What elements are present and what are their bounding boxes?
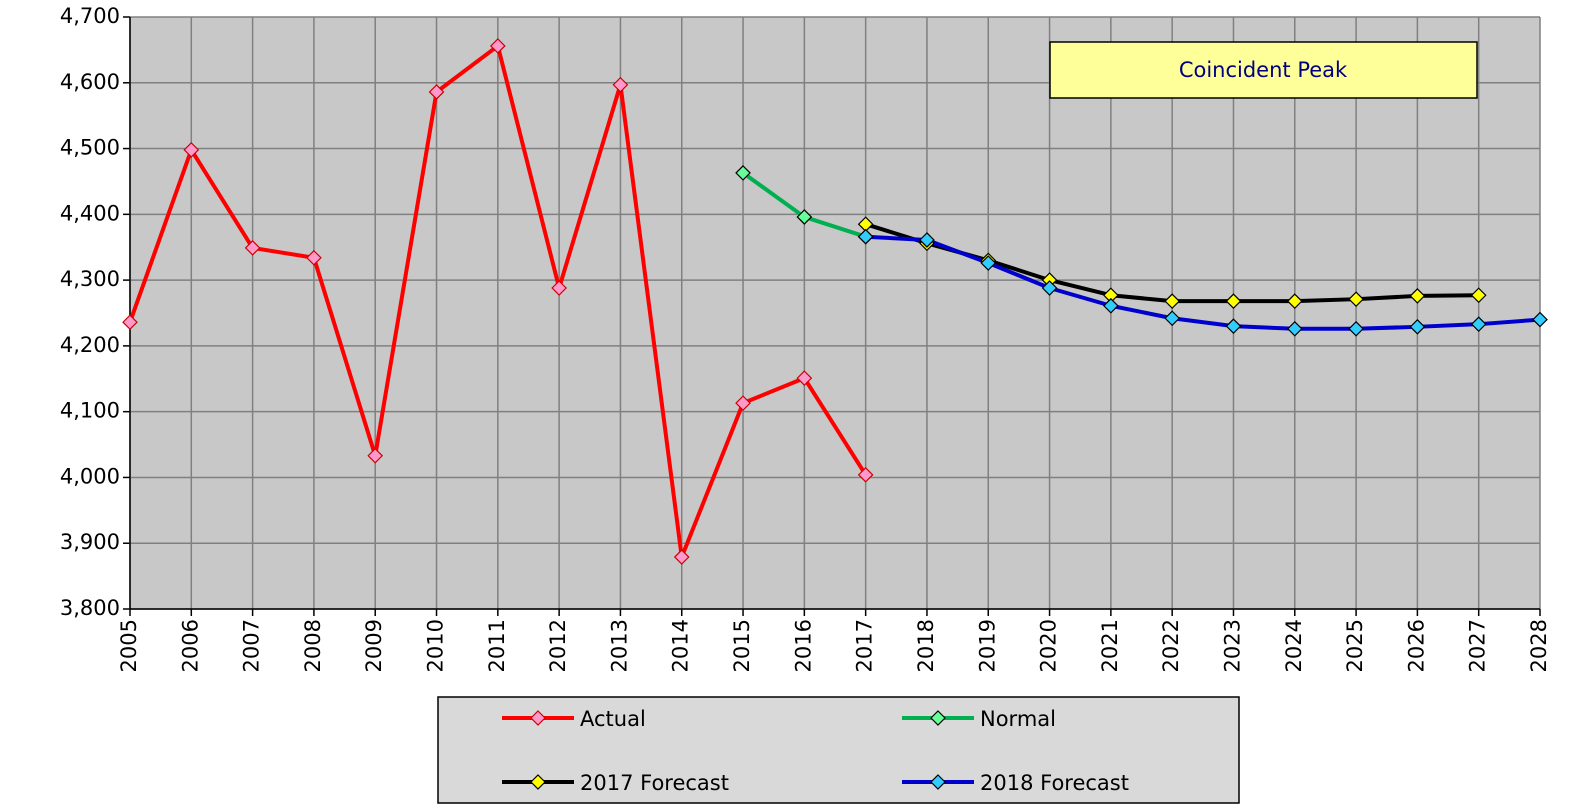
point-marker	[551, 280, 567, 296]
x-tick-label: 2021	[1098, 619, 1122, 672]
y-tick-label: 4,500	[60, 136, 120, 160]
x-tick-label: 2022	[1159, 619, 1183, 672]
point-marker	[857, 466, 874, 483]
series-layer	[122, 38, 1548, 565]
plot-area	[130, 17, 1540, 609]
x-tick-label: 2019	[975, 619, 999, 672]
x-tick-label: 2014	[669, 619, 693, 672]
x-tick-label: 2007	[240, 619, 264, 672]
legend: Actual Normal 2017 Forecast 2018 Forecast	[502, 707, 1129, 795]
x-tick-label: 2016	[791, 619, 815, 672]
x-tick-label: 2026	[1404, 619, 1428, 672]
grid: 3,800 3,900 4,000 4,100 4,200 4,300 4,400 4,500…	[60, 4, 1551, 672]
point-marker	[489, 38, 506, 54]
legend-label: Actual	[580, 707, 646, 731]
legend-marker	[530, 774, 546, 790]
point-marker	[306, 249, 322, 266]
x-tick-label: 2017	[853, 619, 877, 672]
x-tick-label: 2024	[1282, 619, 1306, 672]
x-tick-label: 2009	[362, 619, 386, 672]
x-tick-label: 2018	[914, 619, 938, 672]
x-tick-label: 2028	[1527, 619, 1551, 672]
x-tick-label: 2020	[1037, 619, 1061, 672]
point-marker	[1164, 293, 1181, 310]
x-tick-label: 2006	[178, 619, 202, 672]
legend-box	[437, 696, 1240, 804]
point-marker	[1470, 316, 1487, 333]
y-tick-label: 4,700	[60, 4, 120, 28]
y-tick-label: 4,600	[60, 70, 120, 94]
y-tick-label: 4,000	[60, 464, 120, 488]
point-marker	[1164, 310, 1181, 327]
x-tick-label: 2015	[730, 619, 754, 672]
x-tick-label: 2005	[117, 619, 141, 672]
x-tick-label: 2012	[546, 619, 570, 672]
point-marker	[1348, 291, 1364, 308]
annotation-box	[1049, 41, 1478, 99]
x-tick-label: 2027	[1466, 619, 1490, 672]
point-marker	[1348, 320, 1364, 337]
x-tick-label: 2011	[485, 619, 509, 672]
legend-label: Normal	[980, 707, 1056, 731]
point-marker	[796, 209, 813, 225]
point-marker	[919, 232, 935, 248]
x-tick-label: 2010	[424, 619, 448, 672]
legend-marker	[530, 710, 546, 726]
point-marker	[612, 76, 629, 93]
point-marker	[980, 255, 997, 271]
point-marker	[857, 228, 874, 245]
point-marker	[122, 314, 138, 331]
x-tick-label: 2013	[607, 619, 631, 672]
point-marker	[183, 142, 200, 158]
point-marker	[428, 84, 445, 100]
point-marker	[1409, 318, 1426, 335]
point-marker	[244, 240, 261, 256]
legend-marker	[930, 774, 946, 790]
y-tick-label: 4,400	[60, 201, 120, 225]
point-marker	[1409, 288, 1426, 304]
point-marker	[735, 165, 751, 181]
point-marker	[367, 447, 384, 464]
point-marker	[735, 395, 751, 411]
point-marker	[1103, 297, 1119, 314]
legend-marker	[930, 710, 946, 726]
legend-label: 2018 Forecast	[980, 771, 1129, 795]
x-tick-label: 2008	[301, 619, 325, 672]
point-marker	[1286, 320, 1303, 337]
point-marker	[796, 370, 813, 386]
point-marker	[1470, 287, 1487, 304]
x-tick-label: 2025	[1343, 619, 1367, 672]
y-tick-label: 3,800	[60, 596, 120, 620]
annotation: Coincident Peak	[1179, 58, 1348, 82]
point-marker	[1532, 311, 1548, 328]
series-line	[865, 234, 1541, 331]
legend-label: 2017 Forecast	[580, 771, 729, 795]
point-marker	[1286, 293, 1303, 310]
point-marker	[673, 549, 690, 565]
point-marker	[1041, 280, 1058, 296]
point-marker	[1225, 293, 1242, 310]
y-tick-label: 3,900	[60, 530, 120, 554]
x-tick-label: 2023	[1220, 619, 1244, 672]
point-marker	[1225, 318, 1242, 335]
y-tick-label: 4,100	[60, 399, 120, 423]
y-tick-label: 4,300	[60, 267, 120, 291]
y-tick-label: 4,200	[60, 333, 120, 357]
